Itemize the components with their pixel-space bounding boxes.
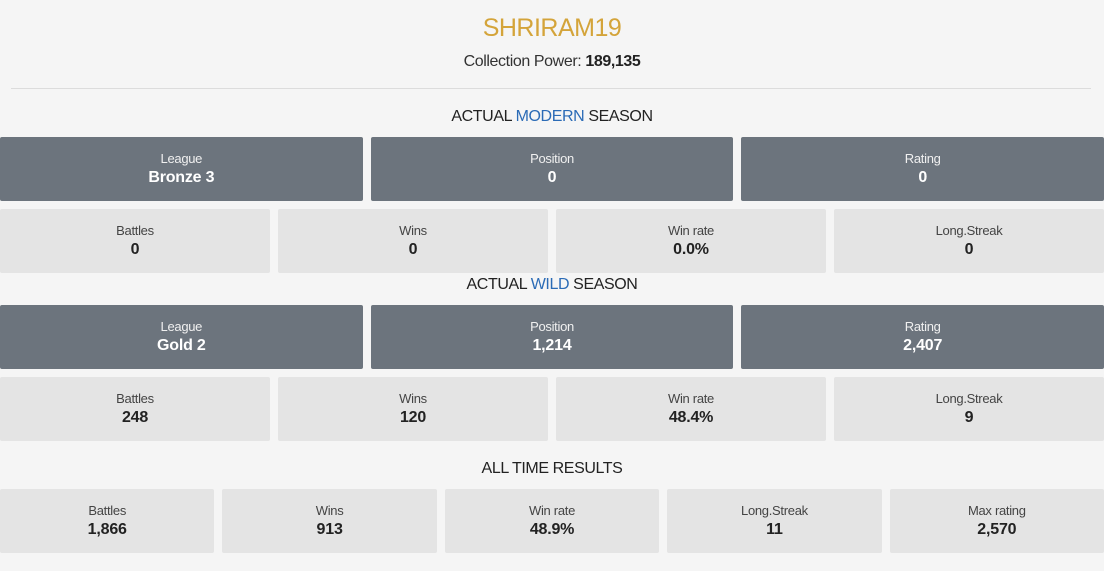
modern-wins-card: Wins 0 [278, 209, 548, 273]
header-divider [11, 88, 1091, 89]
wild-battles-label: Battles [116, 391, 154, 406]
modern-stats-row: Battles 0 Wins 0 Win rate 0.0% Long.Stre… [0, 209, 1104, 273]
all-time-win-rate-card: Win rate 48.9% [444, 489, 660, 553]
wild-rating-value: 2,407 [903, 337, 943, 354]
modern-long-streak-value: 0 [964, 241, 974, 258]
all-time-wins-label: Wins [315, 503, 344, 518]
all-time-long-streak-value: 11 [766, 521, 783, 538]
modern-title-prefix: ACTUAL [451, 108, 512, 125]
player-name: SHRIRAM19 [482, 14, 622, 42]
modern-position-label: Position [530, 151, 574, 166]
modern-battles-label: Battles [116, 223, 154, 238]
all-time-max-rating-card: Max rating 2,570 [889, 489, 1104, 553]
all-time-win-rate-value: 48.9% [529, 521, 575, 538]
all-time-battles-value: 1,866 [87, 521, 127, 538]
wild-league-card: League Gold 2 [0, 305, 363, 369]
all-time-long-streak-label: Long.Streak [741, 503, 808, 518]
wild-long-streak-card: Long.Streak 9 [834, 377, 1104, 441]
collection-power-value: 189,135 [585, 53, 641, 70]
modern-battles-card: Battles 0 [0, 209, 270, 273]
wild-title-prefix: ACTUAL [466, 276, 528, 293]
collection-power-label: Collection Power: [463, 53, 582, 70]
modern-position-card: Position 0 [370, 137, 734, 201]
collection-power: Collection Power: 189,135 [0, 53, 1104, 71]
wild-wins-value: 120 [399, 409, 427, 426]
modern-rating-label: Rating [904, 151, 941, 166]
modern-title-suffix: SEASON [588, 108, 653, 125]
all-time-max-rating-value: 2,570 [977, 521, 1017, 538]
modern-battles-value: 0 [130, 241, 140, 258]
wild-battles-value: 248 [121, 409, 149, 426]
wild-title-accent: WILD [530, 276, 570, 293]
wild-position-card: Position 1,214 [370, 305, 734, 369]
all-time-wins-card: Wins 913 [222, 489, 437, 553]
all-time-long-streak-card: Long.Streak 11 [667, 489, 882, 553]
modern-league-value: Bronze 3 [148, 169, 215, 186]
modern-position-value: 0 [547, 169, 557, 186]
wild-position-value: 1,214 [532, 337, 572, 354]
wild-win-rate-card: Win rate 48.4% [556, 377, 826, 441]
wild-battles-card: Battles 248 [0, 377, 270, 441]
modern-rating-value: 0 [918, 169, 928, 186]
all-time-win-rate-label: Win rate [529, 503, 576, 518]
modern-league-label: League [160, 151, 203, 166]
wild-win-rate-label: Win rate [667, 391, 714, 406]
all-time-max-rating-label: Max rating [967, 503, 1026, 518]
modern-summary-row: League Bronze 3 Position 0 Rating 0 [0, 137, 1104, 201]
wild-long-streak-label: Long.Streak [935, 391, 1003, 406]
wild-position-label: Position [530, 319, 574, 334]
modern-rating-card: Rating 0 [741, 137, 1104, 201]
all-time-battles-label: Battles [88, 503, 127, 518]
all-time-wins-value: 913 [316, 521, 343, 538]
all-time-title: ALL TIME RESULTS [481, 460, 623, 477]
modern-season-title: ACTUAL MODERN SEASON [0, 108, 1104, 126]
all-time-battles-card: Battles 1,866 [0, 489, 215, 553]
wild-title-suffix: SEASON [573, 276, 638, 293]
modern-title-accent: MODERN [515, 108, 585, 125]
wild-league-value: Gold 2 [157, 337, 206, 354]
wild-season-title: ACTUAL WILD SEASON [0, 276, 1104, 294]
wild-win-rate-value: 48.4% [668, 409, 714, 426]
all-time-stats-row: Battles 1,866 Wins 913 Win rate 48.9% Lo… [0, 489, 1104, 553]
wild-rating-label: Rating [904, 319, 941, 334]
wild-long-streak-value: 9 [964, 409, 974, 426]
modern-league-card: League Bronze 3 [0, 137, 363, 201]
wild-rating-card: Rating 2,407 [741, 305, 1104, 369]
wild-league-label: League [160, 319, 203, 334]
wild-summary-row: League Gold 2 Position 1,214 Rating 2,40… [0, 305, 1104, 369]
modern-win-rate-value: 0.0% [673, 241, 709, 258]
wild-wins-card: Wins 120 [278, 377, 548, 441]
modern-win-rate-card: Win rate 0.0% [556, 209, 826, 273]
modern-long-streak-card: Long.Streak 0 [834, 209, 1104, 273]
wild-wins-label: Wins [399, 391, 427, 406]
wild-stats-row: Battles 248 Wins 120 Win rate 48.4% Long… [0, 377, 1104, 441]
modern-wins-label: Wins [399, 223, 427, 238]
modern-win-rate-label: Win rate [667, 223, 714, 238]
modern-wins-value: 0 [408, 241, 418, 258]
modern-long-streak-label: Long.Streak [935, 223, 1003, 238]
